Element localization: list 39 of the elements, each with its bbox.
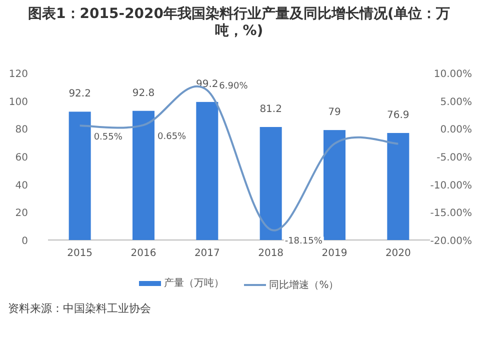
x-tick-label: 2019 [322, 248, 348, 259]
bar [260, 126, 282, 240]
data-label: 92.8 [132, 88, 155, 99]
chart-title: 图表1：2015-2020年我国染料行业产量及同比增长情况(单位：万吨，%) [27, 6, 451, 40]
y2-tick-label: 10.00% [434, 69, 472, 80]
y2-tick-label: -20.00% [430, 236, 472, 247]
y2-tick-label: -15.00% [430, 208, 472, 220]
data-label: 0.55% [94, 132, 123, 143]
y2-tick-label: 0.00% [440, 124, 472, 136]
data-label: 0.65% [158, 132, 187, 142]
data-label: 6.90% [219, 81, 248, 92]
bar [196, 102, 218, 240]
data-label: 79 [328, 107, 341, 118]
y-tick-label: 0 [22, 236, 28, 247]
x-tick-label: 2017 [194, 248, 220, 259]
x-tick-label: 2018 [258, 248, 284, 259]
y2-tick-label: 5.00% [440, 96, 472, 108]
bar [324, 130, 346, 240]
y-tick-label: 120 [8, 69, 28, 80]
y2-tick-label: -10.00% [430, 180, 472, 192]
x-tick-label: 2016 [130, 248, 156, 259]
bar [387, 132, 410, 240]
y-tick-label: 100 [8, 96, 28, 108]
data-label: 81.2 [260, 104, 282, 115]
bar [132, 110, 154, 240]
legend-label: 同比增速（%） [268, 278, 339, 292]
data-label: -18.15% [284, 236, 323, 247]
y-tick-label: 40 [15, 180, 28, 192]
data-label: 92.2 [68, 88, 91, 100]
y-tick-label: 60 [15, 152, 28, 164]
legend-label: 产量（万吨） [163, 276, 224, 290]
x-tick-label: 2015 [67, 248, 93, 259]
text: 资料来源：中国染料工业协会 [8, 301, 151, 316]
bar [68, 112, 91, 240]
x-tick-label: 2020 [385, 248, 411, 259]
y2-tick-label: -5.00% [436, 152, 472, 164]
y-tick-label: 20 [15, 208, 28, 220]
data-label: 76.9 [387, 110, 410, 121]
y-tick-label: 80 [15, 124, 28, 136]
